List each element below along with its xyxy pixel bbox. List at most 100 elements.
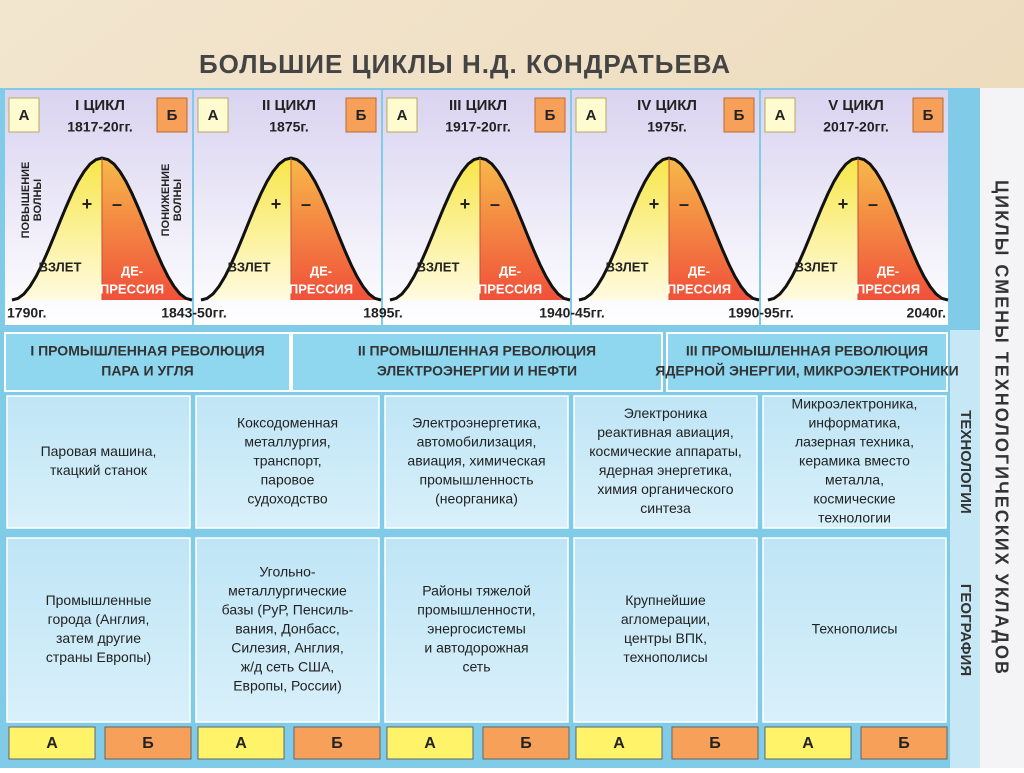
cell-text: металлургия, xyxy=(244,434,330,450)
cell-text: металла, xyxy=(825,472,884,488)
phase-a-box xyxy=(575,726,663,760)
plus-sign: + xyxy=(271,194,282,214)
content-cell xyxy=(762,395,947,529)
depression-label: ДЕ- xyxy=(499,263,521,278)
depression-label: ПРЕССИЯ xyxy=(667,281,731,296)
minus-sign: – xyxy=(490,194,500,214)
cell-text: и автодорожная xyxy=(424,640,528,656)
phase-a: А xyxy=(775,107,786,124)
date-label: 1940-45гг. xyxy=(539,305,605,321)
cell-text: лазерная техника, xyxy=(795,434,914,450)
revolution-title: ПАРА И УГЛЯ xyxy=(101,363,193,379)
cell-text: автомобилизация, xyxy=(417,434,537,450)
cycle-years: 2017-20гг. xyxy=(823,119,889,135)
row-label: ТЕХНОЛОГИИ xyxy=(957,410,974,514)
content-cell xyxy=(6,537,191,723)
cell-text: металлургические xyxy=(228,583,347,599)
revolution-title: II ПРОМЫШЛЕННАЯ РЕВОЛЮЦИЯ xyxy=(358,343,596,359)
revolution-title: I ПРОМЫШЛЕННАЯ РЕВОЛЮЦИЯ xyxy=(30,343,264,359)
cell-text: Электроника xyxy=(624,405,708,421)
cell-text: вания, Донбасс, xyxy=(235,621,340,637)
cycle-name: III ЦИКЛ xyxy=(449,97,507,114)
upswing-label: ВЗЛЕТ xyxy=(606,259,649,274)
phase-b-box xyxy=(293,726,381,760)
revolution-title: ЭЛЕКТРОЭНЕРГИИ И НЕФТИ xyxy=(377,363,577,379)
cell-text: энергосистемы xyxy=(427,621,526,637)
cell-text: сеть xyxy=(462,659,490,675)
cell-text: технологии xyxy=(818,510,891,526)
title: БОЛЬШИЕ ЦИКЛЫ Н.Д. КОНДРАТЬЕВА xyxy=(199,49,731,79)
content-cell xyxy=(762,537,947,723)
phase-b-box xyxy=(104,726,192,760)
cell-text: Коксодоменная xyxy=(237,415,338,431)
cell-text: Технополисы xyxy=(812,621,898,637)
minus-sign: – xyxy=(868,194,878,214)
content-cell xyxy=(384,395,569,529)
cycle-name: II ЦИКЛ xyxy=(262,97,316,114)
phase-a-box xyxy=(386,97,418,133)
phase-b: Б xyxy=(709,735,721,752)
phase-b-box xyxy=(723,97,755,133)
depression-label: ПРЕССИЯ xyxy=(478,281,542,296)
cycle-years: 1875г. xyxy=(269,119,308,135)
cell-text: химия органического xyxy=(597,481,733,497)
date-label: 1990-95гг. xyxy=(728,305,794,321)
cell-text: Микроэлектроника, xyxy=(792,396,918,412)
upswing-label: ВЗЛЕТ xyxy=(417,259,460,274)
cell-text: (неорганика) xyxy=(435,491,518,507)
phase-b-box xyxy=(860,726,948,760)
revolution-title: ЯДЕРНОЙ ЭНЕРГИИ, МИКРОЭЛЕКТРОНИКИ xyxy=(655,362,958,379)
revolution-title: III ПРОМЫШЛЕННАЯ РЕВОЛЮЦИЯ xyxy=(686,343,928,359)
phase-b: Б xyxy=(734,107,745,124)
wave-rise-label: ВОЛНЫ xyxy=(32,179,44,222)
upswing-label: ВЗЛЕТ xyxy=(228,259,271,274)
phase-b-box xyxy=(482,726,570,760)
cell-text: города (Англия, xyxy=(48,611,150,627)
phase-a: А xyxy=(397,107,408,124)
phase-a: А xyxy=(208,107,219,124)
cell-text: ядерная энергетика, xyxy=(599,462,732,478)
date-label: 1843-50гг. xyxy=(161,305,227,321)
phase-b-box xyxy=(534,97,566,133)
phase-a: А xyxy=(613,735,625,752)
phase-b: Б xyxy=(331,735,343,752)
cell-text: ткацкий станок xyxy=(50,462,148,478)
content-cell xyxy=(6,395,191,529)
phase-a-box xyxy=(8,97,40,133)
content-cell xyxy=(195,395,380,529)
cell-text: затем другие xyxy=(56,630,141,646)
phase-a: А xyxy=(802,735,814,752)
wave-rise-label: ПОВЫШЕНИЕ xyxy=(20,162,32,239)
plus-sign: + xyxy=(649,194,660,214)
phase-b: Б xyxy=(356,107,367,124)
phase-a-box xyxy=(8,726,96,760)
phase-a: А xyxy=(424,735,436,752)
depression-label: ДЕ- xyxy=(310,263,332,278)
cell-text: промышленность xyxy=(420,472,534,488)
cell-text: Угольно- xyxy=(259,564,316,580)
upswing-label: ВЗЛЕТ xyxy=(39,259,82,274)
cell-text: страны Европы) xyxy=(46,649,151,665)
phase-a: А xyxy=(235,735,247,752)
phase-b-box xyxy=(671,726,759,760)
row-label: ГЕОГРАФИЯ xyxy=(957,584,974,676)
cell-text: реактивная авиация, xyxy=(597,424,733,440)
cell-text: агломерации, xyxy=(621,611,710,627)
phase-a: А xyxy=(586,107,597,124)
content-cell xyxy=(195,537,380,723)
content-cell xyxy=(573,395,758,529)
phase-a-box xyxy=(197,726,285,760)
cell-text: технополисы xyxy=(623,649,707,665)
phase-b: Б xyxy=(545,107,556,124)
depression-label: ПРЕССИЯ xyxy=(289,281,353,296)
date-label: 1895г. xyxy=(363,305,402,321)
content-cell xyxy=(384,537,569,723)
phase-a-box xyxy=(764,726,852,760)
cell-text: Промышленные xyxy=(46,592,152,608)
minus-sign: – xyxy=(679,194,689,214)
depression-label: ПРЕССИЯ xyxy=(856,281,920,296)
phase-a-box xyxy=(764,97,796,133)
content-cell xyxy=(573,537,758,723)
minus-sign: – xyxy=(301,194,311,214)
